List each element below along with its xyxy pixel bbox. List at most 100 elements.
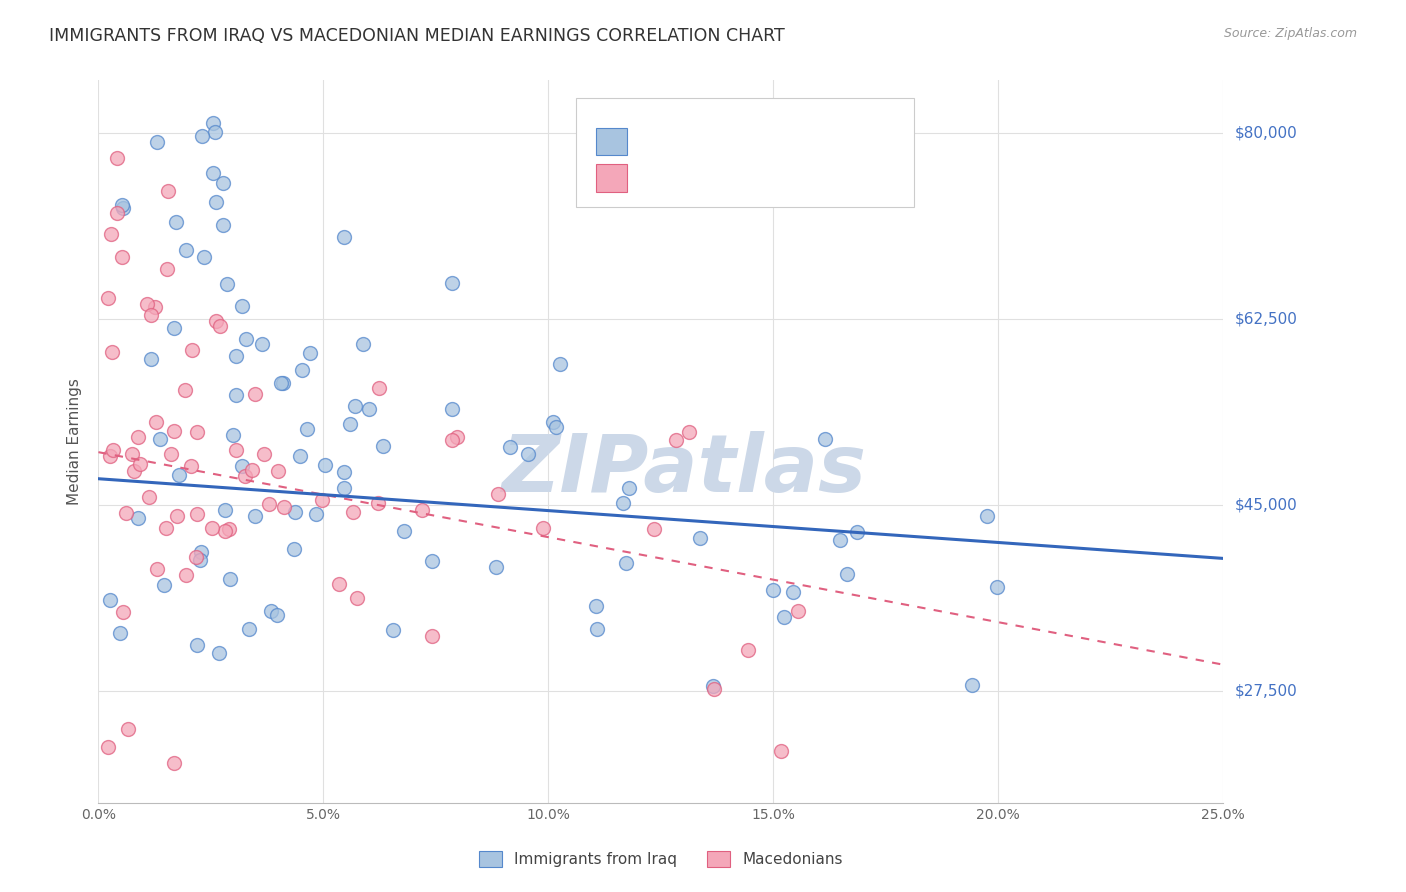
- Point: [163, 425, 186, 439]
- Point: [845, 525, 868, 540]
- Point: [440, 276, 463, 290]
- Point: [238, 622, 260, 636]
- Point: [180, 458, 202, 473]
- Point: [411, 502, 433, 516]
- Point: [643, 522, 665, 536]
- Point: [97, 291, 120, 305]
- Point: [110, 626, 132, 640]
- Point: [243, 509, 266, 524]
- Point: [585, 599, 607, 613]
- Point: [117, 722, 139, 736]
- Point: [186, 638, 208, 652]
- Legend: Immigrants from Iraq, Macedonians: Immigrants from Iraq, Macedonians: [478, 852, 844, 867]
- Point: [181, 343, 204, 357]
- Point: [367, 381, 389, 395]
- Point: [357, 402, 380, 417]
- Point: [145, 301, 167, 315]
- Point: [976, 508, 998, 523]
- Point: [188, 552, 211, 566]
- Point: [333, 229, 356, 244]
- Point: [214, 503, 236, 517]
- Point: [440, 433, 463, 447]
- Point: [548, 357, 571, 371]
- Point: [138, 491, 160, 505]
- Point: [769, 744, 792, 758]
- Point: [499, 440, 522, 454]
- Point: [240, 463, 263, 477]
- Point: [298, 346, 321, 360]
- Point: [157, 184, 180, 198]
- Point: [105, 206, 128, 220]
- Y-axis label: Median Earnings: Median Earnings: [67, 378, 83, 505]
- Point: [165, 215, 187, 229]
- Point: [212, 218, 235, 232]
- Point: [612, 496, 634, 510]
- Text: ZIPatlas: ZIPatlas: [501, 432, 866, 509]
- Point: [614, 556, 637, 570]
- Point: [787, 604, 810, 618]
- Point: [284, 505, 307, 519]
- Point: [208, 318, 231, 333]
- Point: [260, 604, 283, 618]
- FancyBboxPatch shape: [596, 164, 627, 192]
- Point: [127, 430, 149, 444]
- Point: [160, 447, 183, 461]
- Point: [111, 606, 134, 620]
- Point: [617, 481, 640, 495]
- Point: [98, 449, 121, 463]
- Point: [346, 591, 368, 605]
- Point: [218, 521, 240, 535]
- Point: [420, 629, 443, 643]
- Point: [231, 299, 253, 313]
- Point: [145, 562, 167, 576]
- Text: R = -0.154: R = -0.154: [638, 167, 727, 185]
- Point: [204, 314, 226, 328]
- Point: [98, 593, 121, 607]
- Point: [586, 623, 609, 637]
- Point: [420, 554, 443, 568]
- Point: [105, 152, 128, 166]
- Point: [814, 433, 837, 447]
- Point: [328, 576, 350, 591]
- Point: [205, 194, 228, 209]
- Point: [291, 363, 314, 377]
- Point: [163, 756, 186, 770]
- Point: [128, 457, 150, 471]
- Point: [111, 198, 134, 212]
- Text: R = -0.202: R = -0.202: [638, 130, 728, 149]
- Point: [311, 492, 333, 507]
- Point: [218, 572, 240, 586]
- Text: $45,000: $45,000: [1234, 498, 1298, 513]
- Point: [271, 376, 294, 391]
- Point: [267, 464, 290, 478]
- Point: [97, 739, 120, 754]
- Point: [270, 376, 292, 390]
- Point: [333, 465, 356, 479]
- Point: [112, 201, 135, 215]
- Point: [184, 549, 207, 564]
- Point: [702, 679, 724, 693]
- Point: [174, 243, 197, 257]
- Point: [204, 125, 226, 139]
- Point: [201, 116, 224, 130]
- Point: [392, 524, 415, 538]
- Point: [295, 422, 318, 436]
- Point: [689, 531, 711, 545]
- Point: [217, 277, 239, 292]
- Point: [782, 584, 804, 599]
- Point: [190, 544, 212, 558]
- Text: $27,500: $27,500: [1234, 684, 1298, 698]
- Point: [141, 308, 163, 322]
- Point: [186, 425, 208, 440]
- Point: [517, 447, 540, 461]
- Point: [446, 430, 468, 444]
- Point: [773, 610, 796, 624]
- Point: [156, 261, 179, 276]
- Point: [382, 623, 405, 637]
- Point: [139, 352, 162, 367]
- Point: [253, 447, 276, 461]
- Point: [174, 568, 197, 582]
- Point: [100, 227, 122, 241]
- Point: [235, 332, 257, 346]
- Point: [288, 450, 311, 464]
